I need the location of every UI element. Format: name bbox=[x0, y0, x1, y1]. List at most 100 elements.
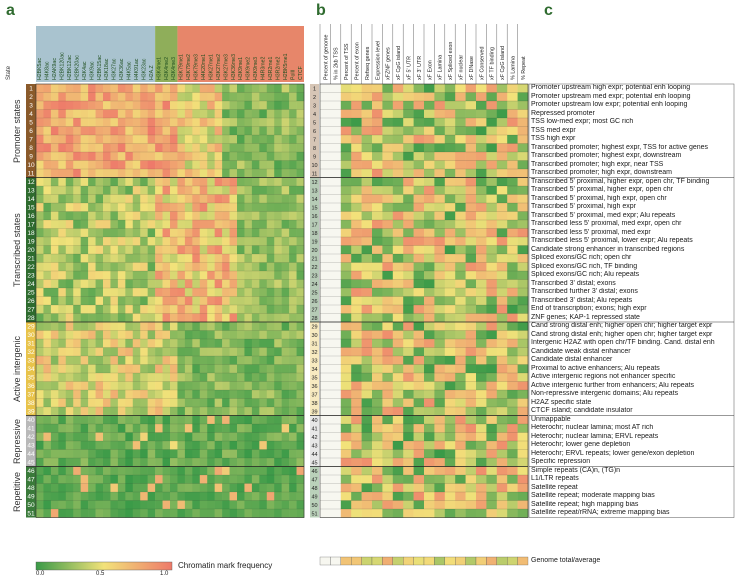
mark-label: H3K18ac bbox=[104, 58, 110, 80]
state-number: 46 bbox=[27, 468, 35, 475]
mark-label: H3K23ac bbox=[141, 58, 147, 80]
state-number-b: 35 bbox=[311, 376, 317, 382]
legend-high: 1.0 bbox=[160, 571, 169, 577]
panel-letter-c: c bbox=[544, 2, 553, 19]
state-number-b: 24 bbox=[311, 282, 317, 288]
state-description: Transcribed 5' proximal, higher expr, op… bbox=[531, 177, 710, 185]
state-number: 37 bbox=[27, 392, 35, 399]
state-number-b: 33 bbox=[311, 359, 317, 365]
state-description: Intergenic H2AZ with open chr/TF binding… bbox=[531, 339, 715, 347]
total-cell bbox=[361, 556, 373, 566]
state-number: 30 bbox=[27, 332, 35, 339]
state-description: Spliced exons/GC rich; open chr bbox=[531, 254, 632, 262]
state-number-b: 6 bbox=[313, 129, 316, 135]
state-number-b: 31 bbox=[311, 342, 317, 348]
state-number-b: 17 bbox=[311, 223, 317, 229]
state-description: Repressed promoter bbox=[531, 109, 595, 117]
state-description: Transcribed promoter; high expr, downstr… bbox=[531, 169, 672, 177]
state-description: Transcribed promoter; highest expr, TSS … bbox=[531, 143, 709, 151]
state-description: ZNF genes; KAP-1 repressed state bbox=[531, 313, 640, 321]
legend-label: Chromatin mark frequency bbox=[178, 561, 273, 570]
state-number: 11 bbox=[28, 171, 35, 178]
mark-label: PolII bbox=[290, 70, 296, 80]
state-number-b: 37 bbox=[311, 393, 317, 399]
state-number: 14 bbox=[27, 196, 35, 203]
state-number-b: 3 bbox=[313, 104, 316, 110]
mark-label: H3K4me3 bbox=[171, 57, 177, 80]
mark-label: H3R2me1 bbox=[268, 57, 274, 80]
total-cell bbox=[517, 556, 529, 566]
group-label: Promoter states bbox=[12, 98, 22, 163]
mark-label: H2BK5me1 bbox=[283, 53, 289, 80]
state-description: Promoter upstream low expr; potential en… bbox=[531, 101, 688, 109]
mark-heatmap bbox=[36, 84, 305, 518]
mark-label: H3K79me3 bbox=[194, 54, 200, 80]
header-band-methyl bbox=[177, 26, 304, 82]
state-description: L1/LTR repeats bbox=[531, 475, 579, 483]
state-description: Transcribed less 5' proximal, med expr, … bbox=[531, 220, 682, 228]
group-strip bbox=[26, 415, 36, 467]
state-number-b: 36 bbox=[311, 384, 317, 390]
state-number-b: 51 bbox=[311, 512, 317, 518]
state-description: Cand strong distal enh; higher open chr;… bbox=[531, 322, 713, 330]
total-cell bbox=[455, 556, 466, 566]
state-number-b: 43 bbox=[311, 444, 317, 450]
state-number: 2 bbox=[29, 94, 33, 101]
state-description: Proximal to active enhancers; Alu repeat… bbox=[531, 364, 660, 372]
mark-label: H3K36ac bbox=[119, 58, 125, 80]
state-description: Candidate weak distal enhancer bbox=[531, 347, 631, 355]
state-number-b: 45 bbox=[311, 461, 317, 467]
total-cell bbox=[319, 556, 331, 566]
mark-label: H3K4me1 bbox=[156, 57, 162, 80]
state-number-b: 22 bbox=[311, 265, 317, 271]
state-description: Candidate strong enhancer in transcribed… bbox=[531, 245, 685, 253]
state-number: 43 bbox=[27, 443, 35, 450]
state-number-b: 5 bbox=[313, 121, 316, 127]
state-number-b: 19 bbox=[311, 240, 317, 246]
state-number-b: 27 bbox=[311, 308, 317, 314]
state-description: Spliced exons/GC rich; Alu repeats bbox=[531, 271, 640, 279]
state-number: 29 bbox=[27, 324, 35, 331]
state-description: End of transcription; exons; high expr bbox=[531, 305, 647, 313]
group-strip bbox=[26, 84, 36, 178]
state-number: 27 bbox=[27, 307, 35, 314]
state-number: 4 bbox=[29, 111, 33, 118]
annotation-label: Refseq genes bbox=[365, 46, 371, 80]
annotation-label: % Lamina bbox=[510, 56, 516, 80]
annotation-label: xF Conserved bbox=[479, 46, 485, 80]
state-description: Satellite repeat bbox=[531, 483, 578, 491]
state-number-b: 39 bbox=[311, 410, 317, 416]
state-number-b: 47 bbox=[311, 478, 317, 484]
annotation-label: Percent of TSS bbox=[344, 43, 350, 80]
mark-label: H3K36me3 bbox=[231, 54, 237, 80]
state-number: 21 bbox=[27, 256, 35, 263]
annotation-label: xF CpG island bbox=[500, 46, 506, 80]
state-number-b: 44 bbox=[311, 452, 317, 458]
state-number-b: 26 bbox=[311, 299, 317, 305]
mark-label: H4R3me2 bbox=[261, 57, 267, 80]
mark-label: H3K9me3 bbox=[253, 57, 259, 80]
total-cell bbox=[475, 556, 487, 566]
mark-label: H4K91ac bbox=[134, 58, 140, 80]
annotation-label: % in 2kb TSS bbox=[334, 47, 340, 80]
group-label: Active intergenic bbox=[12, 335, 22, 402]
total-cell bbox=[382, 556, 393, 566]
state-number: 38 bbox=[27, 400, 35, 407]
mark-label: H2BK15ac bbox=[97, 55, 103, 80]
group-strip-b bbox=[310, 84, 319, 178]
mark-label: H4K20me1 bbox=[201, 54, 207, 80]
total-cell bbox=[507, 556, 518, 566]
state-description: Transcribed promoter; high expr, near TS… bbox=[531, 160, 664, 168]
mark-label: H2AK9ac bbox=[52, 58, 58, 80]
state-description: Transcribed less 5' proximal, lower expr… bbox=[531, 237, 693, 245]
state-number-b: 38 bbox=[311, 401, 317, 407]
mark-label: H3K27me3 bbox=[223, 54, 229, 80]
state-number: 15 bbox=[27, 205, 35, 212]
group-label: Transcribed states bbox=[12, 212, 22, 287]
state-number-b: 13 bbox=[311, 189, 317, 195]
state-description: Transcribed 3' distal; exons bbox=[531, 279, 616, 287]
state-number-b: 23 bbox=[311, 274, 317, 280]
state-number: 7 bbox=[29, 137, 33, 144]
state-description: Transcribed 5' proximal, med expr; Alu r… bbox=[531, 211, 676, 219]
